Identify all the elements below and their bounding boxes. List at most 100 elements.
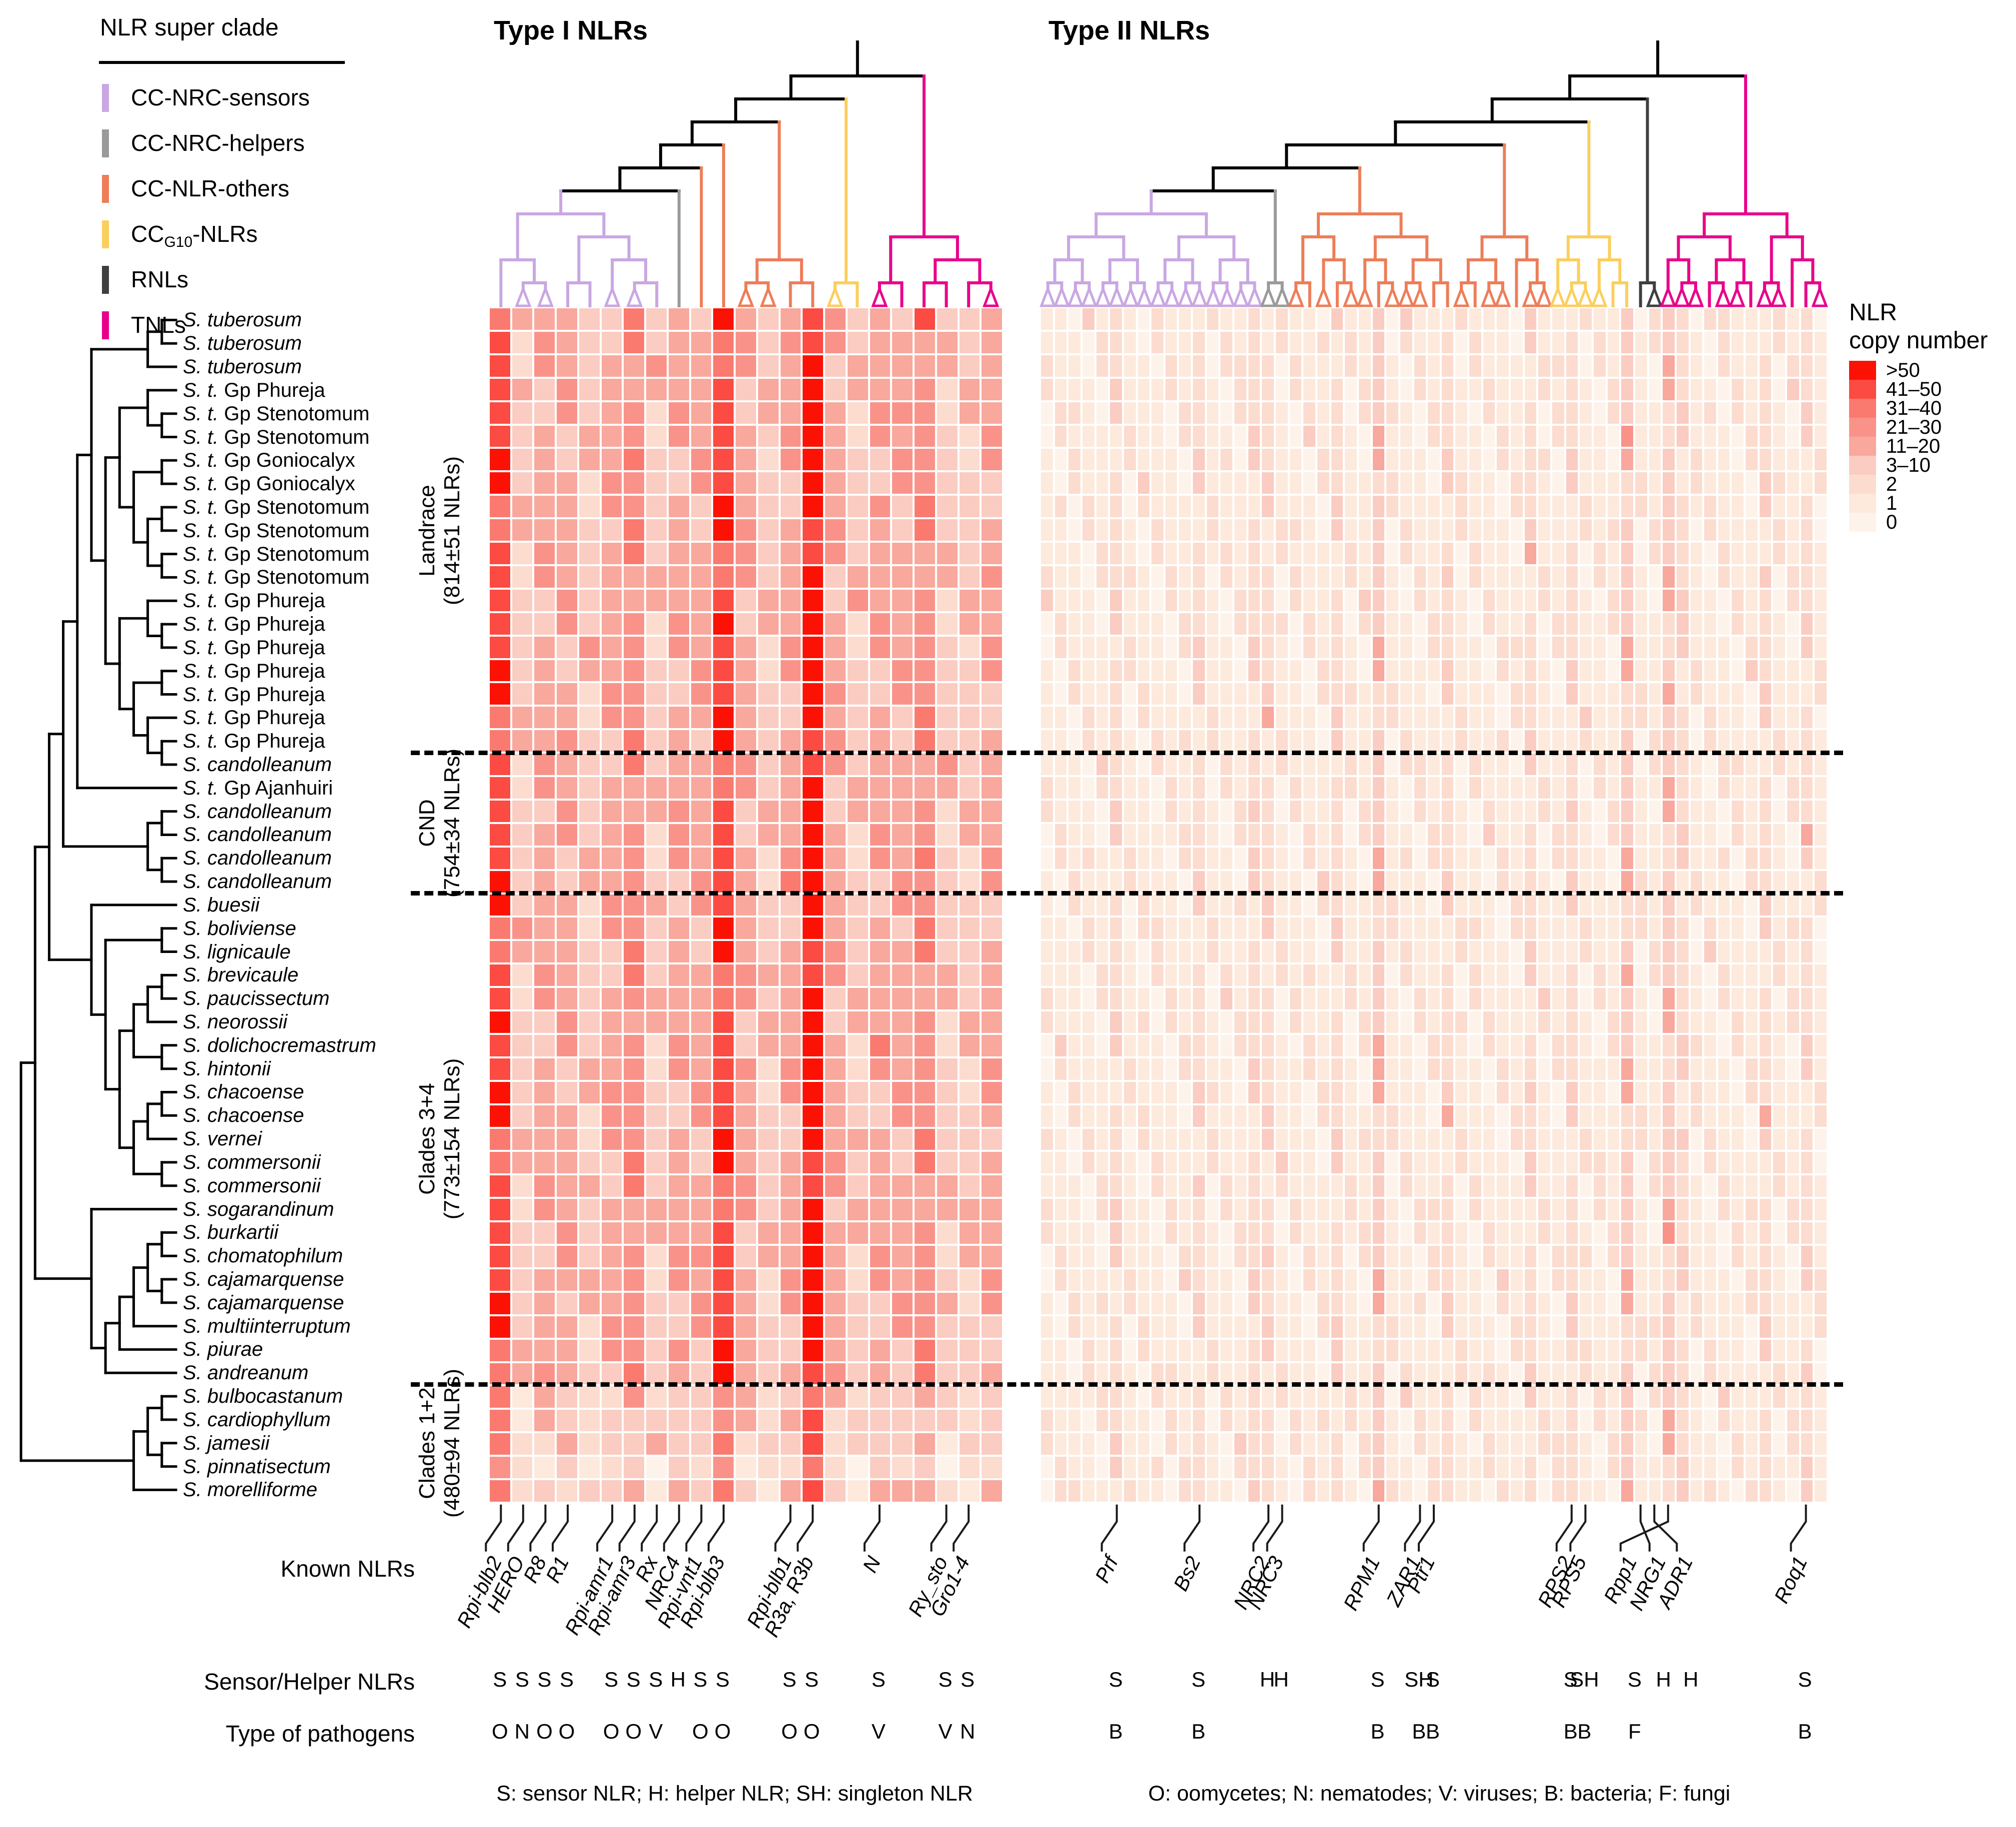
heat-cell [1248,917,1260,939]
heat-cell [1483,1269,1495,1291]
heat-cell [1276,660,1288,682]
heat-cell [1566,1058,1578,1080]
heat-cell [490,1105,510,1127]
heat-cell [1593,589,1606,611]
heat-cell [1469,824,1481,846]
heat-cell [847,917,868,939]
heat-cell [601,1034,622,1056]
heat-cell [1566,871,1578,893]
heat-cell [1345,1292,1357,1314]
heat-cell [1331,308,1343,330]
species-label-row-28: S. lignicaule [183,940,291,963]
heat-cell [1386,1081,1398,1103]
heat-cell [1151,1105,1163,1127]
heat-cell [1676,730,1689,752]
heat-cell [758,777,779,799]
heat-cell [892,683,913,705]
heat-cell [1234,402,1246,424]
heat-cell [1566,1433,1578,1455]
heat-cell [1441,1363,1454,1385]
heat-cell [579,449,600,471]
heat-cell [1096,754,1108,776]
species-label-row-10: S. t. Gp Stenotomum [183,519,370,542]
heat-cell [1041,613,1053,635]
heat-cell [1082,566,1094,588]
heat-cell [1815,1081,1827,1103]
heat-cell [1511,425,1523,447]
heat-cell [1358,730,1371,752]
heat-cell [1068,308,1080,330]
heat-cell [1469,1386,1481,1408]
heat-cell [780,355,801,377]
heat-cell [1082,1339,1094,1361]
heat-cell [713,988,734,1010]
heat-cell [937,1363,958,1385]
heat-cell [1635,1199,1647,1221]
heat-cell [1773,917,1786,939]
heat-cell [915,964,935,986]
heat-cell [1358,402,1371,424]
heat-cell [1483,355,1495,377]
heat-cell [1746,402,1758,424]
heat-cell [1815,1034,1827,1056]
heat-cell [1234,988,1246,1010]
heat-cell [736,707,756,729]
heat-cell [534,660,555,682]
heat-cell [624,800,645,822]
heat-cell [736,519,756,541]
heat-cell [803,308,824,330]
heat-cell [713,449,734,471]
heat-cell [1179,1011,1191,1033]
heat-cell [1690,800,1703,822]
heat-cell [1165,1410,1177,1432]
sensor-helper-Rpp1: S [1627,1667,1642,1691]
heat-cell [1386,1011,1398,1033]
species-label-row-46: S. andreanum [183,1362,309,1384]
heat-cell [1276,1081,1288,1103]
heat-cell [847,1269,868,1291]
heat-cell [512,1058,533,1080]
heat-cell [1455,777,1468,799]
heat-cell [915,707,935,729]
heat-cell [1262,777,1274,799]
heat-cell [1815,1222,1827,1244]
heat-cell [1206,660,1219,682]
heat-cell [1801,730,1813,752]
heat-cell [1483,871,1495,893]
heat-cell [736,1152,756,1174]
heat-cell [1593,988,1606,1010]
heat-cell [1690,1386,1703,1408]
heat-cell [512,613,533,635]
heat-cell [1746,1128,1758,1150]
heat-cell [959,1081,980,1103]
heat-cell [892,1269,913,1291]
heat-cell [1289,496,1302,518]
heat-cell [1469,613,1481,635]
heat-cell [1096,1386,1108,1408]
heat-cell [1317,1386,1329,1408]
heat-cell [1248,1410,1260,1432]
heat-cell [1428,1480,1440,1502]
heat-cell [1234,1292,1246,1314]
heat-cell [1566,730,1578,752]
heat-cell [870,894,891,916]
heat-cell [1759,636,1772,658]
heat-cell [736,1081,756,1103]
heat-cell [1289,1480,1302,1502]
heat-cell [1137,613,1150,635]
heat-cell [1248,308,1260,330]
heat-cell [1538,847,1551,869]
heat-cell [1815,777,1827,799]
heat-cell [1110,1269,1122,1291]
heat-cell [1801,1105,1813,1127]
species-label-row-33: S. hintonii [183,1057,271,1080]
heat-cell [1303,308,1315,330]
heat-cell [713,1457,734,1479]
species-label-row-31: S. neorossii [183,1011,287,1033]
heat-cell [1607,964,1620,986]
heat-cell [1303,800,1315,822]
heat-cell [1276,1269,1288,1291]
heat-cell [579,1386,600,1408]
heat-cell [1386,917,1398,939]
heat-cell [937,1105,958,1127]
